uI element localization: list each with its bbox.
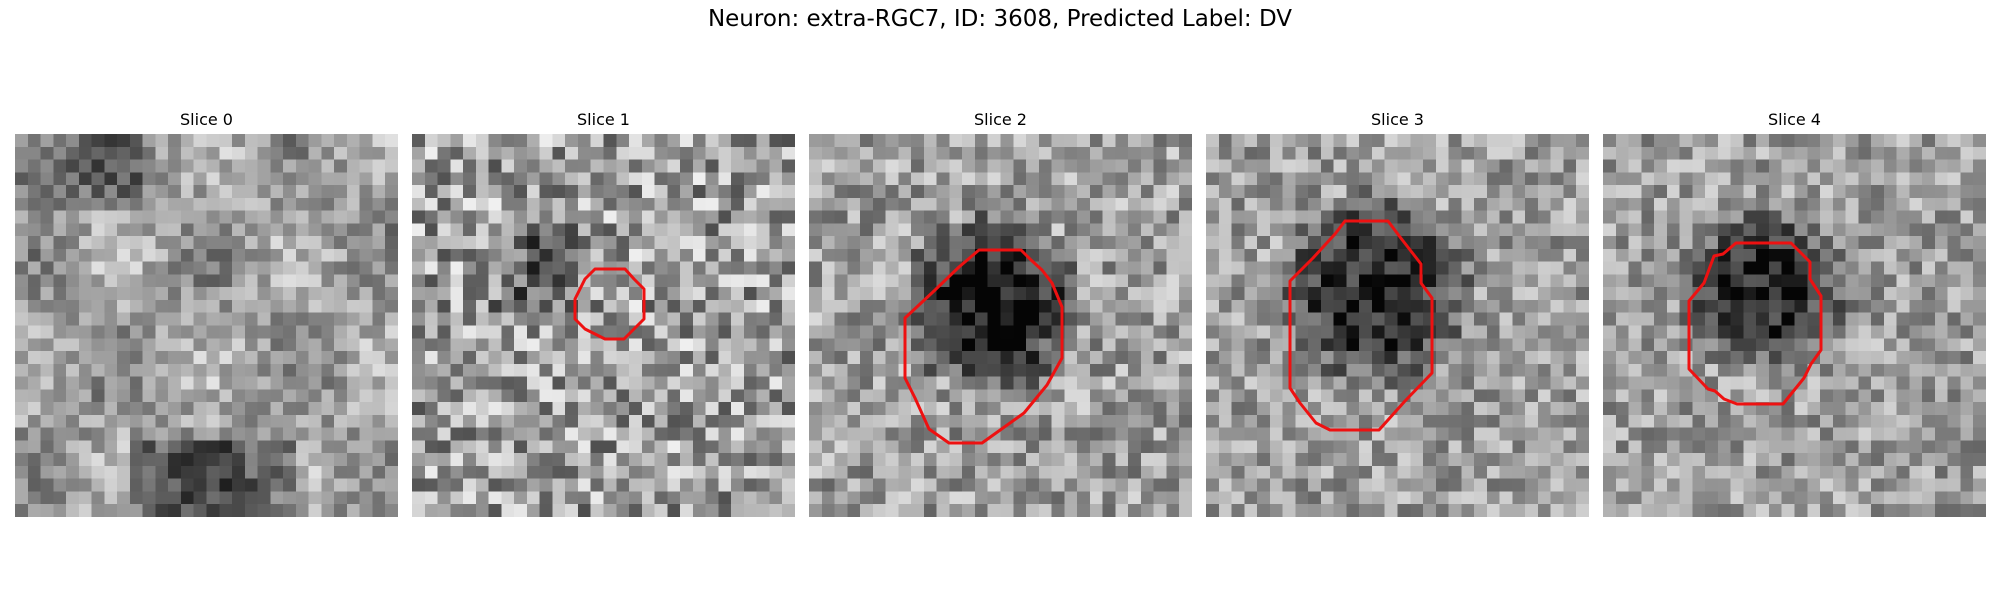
slice-image-4 — [1603, 134, 1986, 517]
slice-title-2: Slice 2 — [974, 110, 1027, 129]
slice-panel-4 — [1603, 134, 1986, 517]
slice-title-1: Slice 1 — [577, 110, 630, 129]
figure-title: Neuron: extra-RGC7, ID: 3608, Predicted … — [707, 6, 1293, 32]
slice-title-3: Slice 3 — [1371, 110, 1424, 129]
slice-image-0 — [15, 134, 398, 517]
roi-contour-1 — [573, 267, 646, 341]
roi-contour-line — [1687, 241, 1823, 406]
slice-title-0: Slice 0 — [180, 110, 233, 129]
slice-image-1 — [412, 134, 795, 517]
slice-panel-3 — [1206, 134, 1589, 517]
slice-panel-2 — [809, 134, 1192, 517]
roi-contour-line — [1288, 219, 1434, 432]
roi-contour-2 — [903, 248, 1064, 445]
roi-contour-line — [903, 248, 1064, 445]
slice-image-3 — [1206, 134, 1589, 517]
slice-panel-1 — [412, 134, 795, 517]
roi-contour-line — [573, 267, 646, 341]
slice-panel-0 — [15, 134, 398, 517]
slice-title-4: Slice 4 — [1768, 110, 1821, 129]
roi-contour-3 — [1288, 219, 1434, 432]
roi-contour-4 — [1687, 241, 1823, 406]
slice-image-2 — [809, 134, 1192, 517]
